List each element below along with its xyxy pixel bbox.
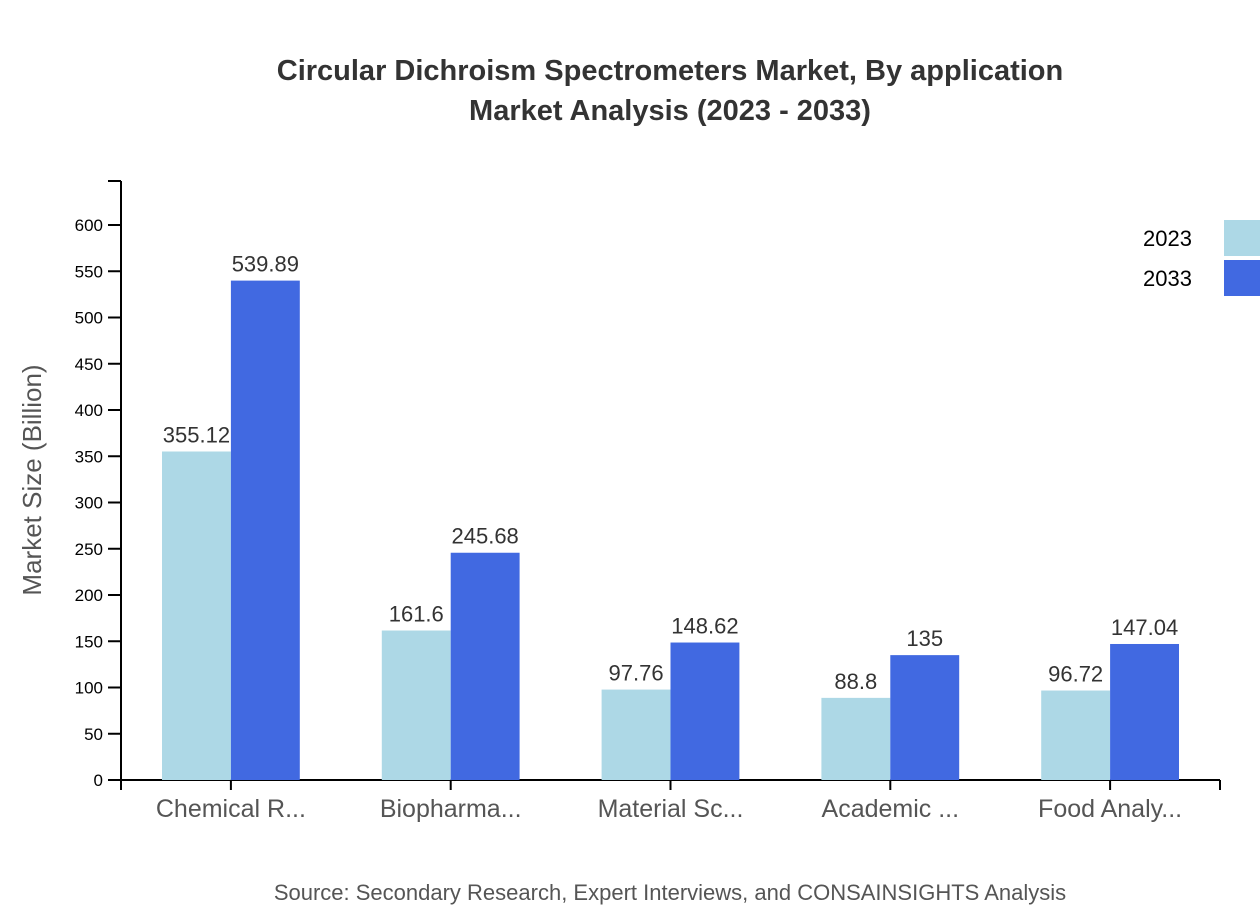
bar-2033 bbox=[1110, 643, 1179, 780]
y-tick-label: 350 bbox=[75, 447, 103, 466]
x-axis: Chemical R... Biopharma... Material Sc... A… bbox=[120, 779, 1221, 823]
x-tick-label: Academic ... bbox=[822, 795, 960, 823]
bar-2033 bbox=[670, 642, 740, 780]
data-label: 135 bbox=[906, 626, 943, 651]
bar-2023 bbox=[381, 630, 451, 780]
x-tick-label: Material Sc... bbox=[598, 795, 744, 823]
y-tick-label: 0 bbox=[94, 771, 103, 790]
x-tick-label: Biopharma... bbox=[380, 795, 522, 823]
data-label: 88.8 bbox=[834, 669, 877, 694]
y-axis-label: Market Size (Billion) bbox=[17, 364, 47, 595]
data-label: 96.72 bbox=[1048, 662, 1103, 687]
legend-swatch-2033 bbox=[1224, 260, 1260, 296]
legend-swatch-2023 bbox=[1224, 220, 1260, 256]
legend-label: 2023 bbox=[1143, 226, 1192, 251]
x-tick-label: Chemical R... bbox=[156, 795, 306, 823]
bars: 355.12 539.89 161.6 245.68 97.76 148.62 88.8 13… bbox=[162, 252, 1179, 780]
bar-2023 bbox=[601, 689, 671, 780]
chart-subtitle: Market Analysis (2023 - 2033) bbox=[469, 95, 871, 127]
data-label: 147.04 bbox=[1111, 615, 1178, 640]
y-tick-label: 300 bbox=[75, 494, 103, 513]
data-label: 161.6 bbox=[389, 602, 444, 627]
data-label: 539.89 bbox=[232, 252, 299, 277]
legend-label: 2033 bbox=[1143, 266, 1192, 291]
data-label: 245.68 bbox=[452, 524, 519, 549]
x-tick-label: Food Analy... bbox=[1038, 795, 1182, 823]
source-note: Source: Secondary Research, Expert Inter… bbox=[274, 880, 1066, 905]
y-tick-label: 200 bbox=[75, 586, 103, 605]
bar-2023 bbox=[1041, 690, 1111, 780]
bar-2033 bbox=[230, 280, 300, 780]
data-label: 97.76 bbox=[609, 661, 664, 686]
y-tick-label: 600 bbox=[75, 216, 103, 235]
legend: 2023 2033 bbox=[1143, 220, 1260, 296]
y-tick-label: 400 bbox=[75, 401, 103, 420]
y-tick-label: 150 bbox=[75, 632, 103, 651]
bar-2023 bbox=[162, 451, 231, 780]
y-axis: 0 50 100 150 200 250 300 350 400 450 500 550 600 bbox=[75, 180, 122, 790]
y-tick-label: 550 bbox=[75, 262, 103, 281]
y-tick-label: 500 bbox=[75, 309, 103, 328]
y-tick-label: 450 bbox=[75, 355, 103, 374]
bar-2033 bbox=[890, 655, 960, 780]
y-tick-label: 50 bbox=[84, 725, 103, 744]
y-tick-label: 100 bbox=[75, 679, 103, 698]
data-label: 148.62 bbox=[671, 614, 738, 639]
data-label: 355.12 bbox=[163, 423, 230, 448]
bar-2033 bbox=[450, 552, 520, 780]
bar-2023 bbox=[821, 697, 891, 780]
y-tick-label: 250 bbox=[75, 540, 103, 559]
chart-title: Circular Dichroism Spectrometers Market,… bbox=[277, 55, 1063, 87]
